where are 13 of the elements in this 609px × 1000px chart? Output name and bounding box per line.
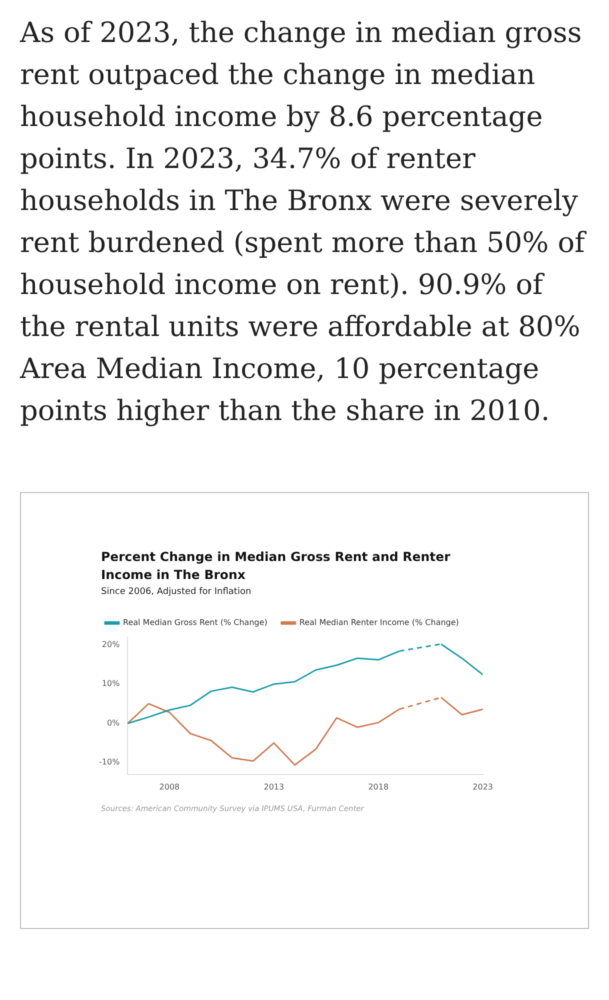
x-tick-label: 2018 xyxy=(368,782,389,792)
x-tick-label: 2008 xyxy=(159,782,180,792)
chart-title: Percent Change in Median Gross Rent and Renter Income in The Bronx xyxy=(101,548,452,584)
x-tick-label: 2013 xyxy=(264,782,284,792)
text: As of 2023, the change in median gross rent outpaced the change in median household income by 8.6 percentage points. In 2023, 34.7% of renter households in The Bronx were severely rent burdened (spent more than 50% of household income on rent). 90.9% of the rental units were affordable at 80% Area Median Income, 10 percentage points higher than the share in 2010. xyxy=(20,16,585,427)
y-tick-label: 20% xyxy=(102,640,120,649)
x-tick-label: 2023 xyxy=(472,782,493,792)
y-tick-label: 0% xyxy=(106,718,120,728)
legend-label: Real Median Gross Rent (% Change) xyxy=(123,618,268,628)
legend-label: Real Median Renter Income (% Change) xyxy=(299,618,459,628)
chart-subtitle: Since 2006, Adjusted for Inflation xyxy=(101,587,252,597)
y-tick-label: -10% xyxy=(98,758,120,767)
y-tick-label: 10% xyxy=(102,679,120,688)
